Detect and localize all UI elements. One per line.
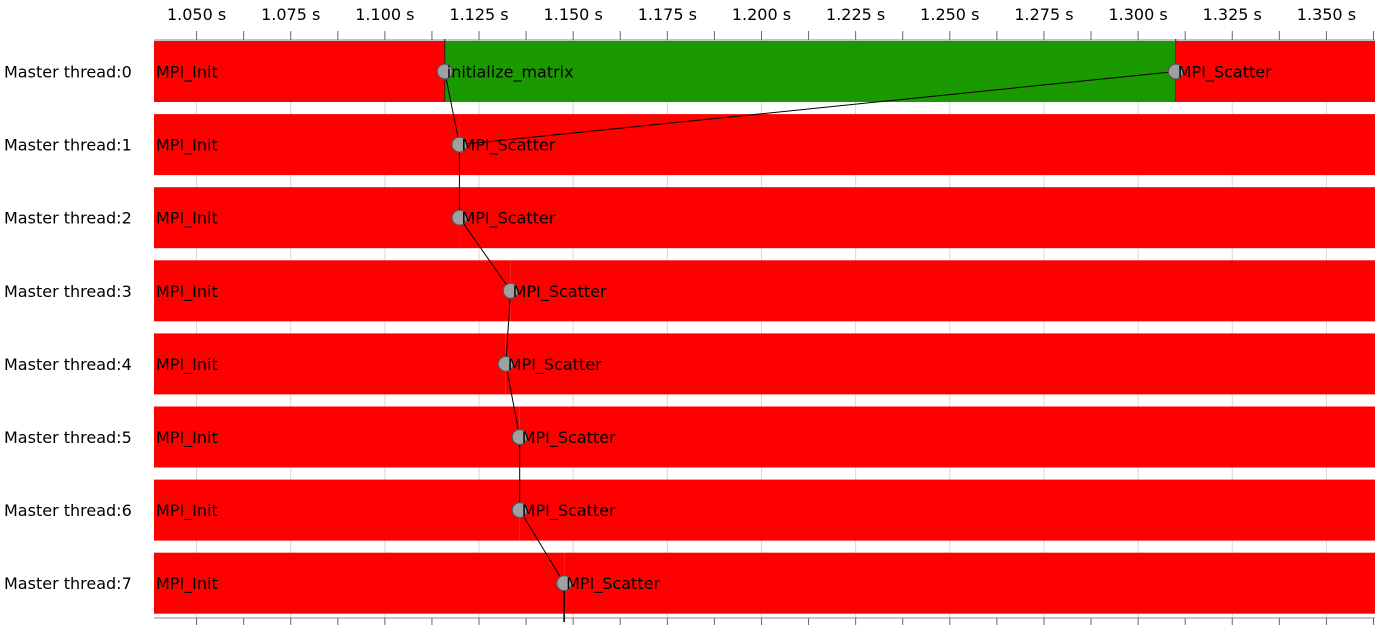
segment-bar[interactable] xyxy=(154,260,511,322)
segment-label: MPI_Init xyxy=(156,574,218,594)
event-marker[interactable] xyxy=(436,63,453,80)
segment-bar[interactable] xyxy=(519,406,1375,468)
event-marker[interactable] xyxy=(511,428,528,446)
segment-bar[interactable] xyxy=(459,187,1375,249)
segment-bar[interactable] xyxy=(459,114,1375,176)
thread-label: Master thread:3 xyxy=(4,282,132,301)
segment-label: MPI_Scatter xyxy=(508,355,602,375)
segment-labels: MPI_Init initialize_matrix MPI_Scatter MPI_… xyxy=(156,63,1272,595)
segment-label: MPI_Scatter xyxy=(566,574,660,594)
segment-bar[interactable] xyxy=(154,406,520,468)
event-marker[interactable] xyxy=(497,355,514,372)
thread-row[interactable]: Master thread:0 xyxy=(4,39,1375,102)
thread-label: Master thread:4 xyxy=(4,355,132,374)
axis-tick-label: 1.050 s xyxy=(167,5,226,24)
event-marker[interactable] xyxy=(511,502,528,519)
segment-bar[interactable] xyxy=(154,479,520,541)
segment-bar[interactable] xyxy=(510,260,1375,322)
time-axis: 1.050 s 1.075 s 1.100 s 1.125 s 1.150 s 1.175… xyxy=(154,5,1375,625)
axis-tick-label: 1.125 s xyxy=(449,5,508,24)
segment-bar[interactable] xyxy=(505,333,1375,395)
thread-label: Master thread:0 xyxy=(4,63,132,82)
axis-tick-label: 1.150 s xyxy=(544,5,603,24)
thread-row[interactable]: Master thread:7 xyxy=(4,552,1375,614)
thread-row[interactable]: Master thread:6 xyxy=(4,479,1375,541)
segment-bar[interactable] xyxy=(1175,41,1375,102)
thread-row[interactable]: Master thread:4 xyxy=(4,333,1375,395)
thread-label: Master thread:6 xyxy=(4,501,132,520)
thread-rows: Master thread:0 Master thread:1 Master thr… xyxy=(4,39,1375,614)
thread-label: Master thread:1 xyxy=(4,136,132,155)
message-path-line xyxy=(444,71,1176,584)
axis-tick-label: 1.300 s xyxy=(1108,5,1167,24)
segment-label: MPI_Scatter xyxy=(1178,63,1272,83)
axis-tick-label: 1.200 s xyxy=(732,5,791,24)
thread-row[interactable]: Master thread:5 xyxy=(4,406,1375,468)
segment-label: MPI_Scatter xyxy=(461,136,555,156)
axis-tick-label: 1.350 s xyxy=(1297,5,1356,24)
segment-label: MPI_Init xyxy=(156,209,218,229)
segment-label: MPI_Scatter xyxy=(522,428,616,448)
event-marker[interactable] xyxy=(502,282,519,299)
event-marker[interactable] xyxy=(1167,63,1184,80)
segment-bar[interactable] xyxy=(154,41,445,102)
axis-tick-label: 1.225 s xyxy=(826,5,885,24)
event-marker[interactable] xyxy=(451,209,468,226)
segment-bar[interactable] xyxy=(154,114,460,176)
axis-tick-label: 1.075 s xyxy=(261,5,320,24)
event-marker[interactable] xyxy=(451,136,468,153)
segment-label: MPI_Init xyxy=(156,282,218,302)
thread-label: Master thread:2 xyxy=(4,209,132,228)
event-marker[interactable] xyxy=(556,575,573,592)
thread-label: Master thread:7 xyxy=(4,574,132,593)
segment-label: MPI_Init xyxy=(156,63,218,83)
axis-tick-label: 1.275 s xyxy=(1014,5,1073,24)
thread-row[interactable]: Master thread:3 xyxy=(4,260,1375,322)
segment-bar[interactable] xyxy=(444,41,1176,102)
axis-tick-label: 1.100 s xyxy=(355,5,414,24)
axis-tick-label: 1.325 s xyxy=(1203,5,1262,24)
axis-tick-label: 1.175 s xyxy=(638,5,697,24)
segment-label: MPI_Init xyxy=(156,355,218,375)
segment-bar[interactable] xyxy=(154,187,460,249)
thread-row[interactable]: Master thread:2 xyxy=(4,187,1375,249)
message-path xyxy=(436,63,1184,622)
segment-label: MPI_Init xyxy=(156,136,218,156)
segment-label: MPI_Scatter xyxy=(461,209,555,229)
thread-row[interactable]: Master thread:1 xyxy=(4,114,1375,176)
segment-label: MPI_Scatter xyxy=(513,282,607,302)
segment-bar[interactable] xyxy=(519,479,1375,541)
segment-label: MPI_Init xyxy=(156,501,218,521)
segment-label: MPI_Init xyxy=(156,428,218,448)
segment-label: MPI_Scatter xyxy=(522,501,616,521)
segment-label: initialize_matrix xyxy=(447,63,574,83)
thread-label: Master thread:5 xyxy=(4,428,132,447)
segment-bar[interactable] xyxy=(154,552,565,614)
segment-bar[interactable] xyxy=(564,552,1375,614)
axis-tick-label: 1.250 s xyxy=(920,5,979,24)
segment-bar[interactable] xyxy=(154,333,506,395)
